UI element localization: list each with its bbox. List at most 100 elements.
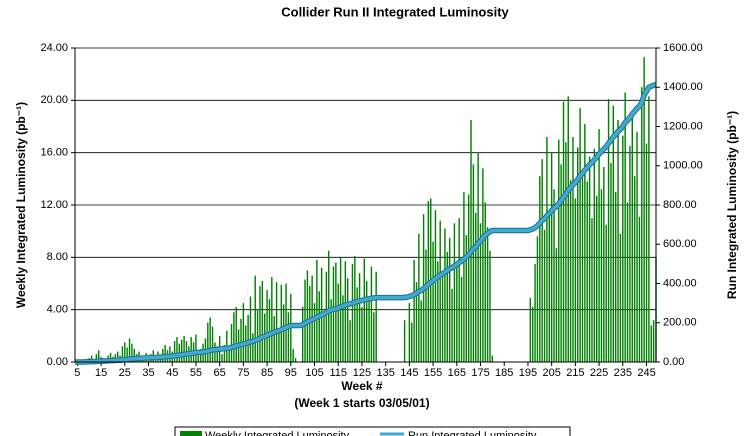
bar	[207, 322, 209, 362]
bar	[562, 101, 565, 363]
bar	[638, 216, 641, 362]
bar	[569, 180, 572, 362]
bar	[650, 325, 652, 362]
bar	[603, 167, 605, 362]
bar	[484, 202, 486, 362]
bar	[584, 123, 586, 362]
bar	[548, 210, 550, 362]
bar	[482, 168, 484, 362]
bar	[491, 355, 494, 362]
x-tick-label: 235	[614, 367, 632, 379]
bar	[337, 283, 339, 362]
bar	[323, 314, 325, 362]
bar	[444, 228, 446, 362]
x-tick-label: 45	[166, 367, 178, 379]
x-tick-label: 225	[590, 367, 608, 379]
bar	[648, 96, 650, 363]
y2-tick-label: 600.00	[663, 238, 697, 250]
legend-box	[174, 426, 571, 436]
x-tick-label: 145	[400, 367, 418, 379]
bar	[109, 352, 112, 362]
bar	[332, 266, 335, 362]
bar	[451, 288, 453, 362]
bar	[534, 263, 536, 362]
bar	[285, 283, 287, 362]
bar	[626, 202, 629, 362]
y-tick-label: 20.00	[40, 94, 68, 106]
x-tick-label: 195	[519, 367, 537, 379]
bar	[600, 189, 603, 362]
bar	[479, 223, 482, 362]
y2-tick-label: 200.00	[663, 317, 697, 329]
x-tick-label: 155	[424, 367, 442, 379]
bar	[294, 358, 297, 362]
bar	[216, 346, 218, 362]
x-tick-label: 175	[471, 367, 489, 379]
bar	[309, 286, 311, 362]
x-tick-label: 105	[305, 367, 323, 379]
y-axis-title: Weekly Integrated Luminosity (pb⁻¹)	[14, 102, 28, 308]
bar	[577, 147, 579, 362]
bar	[607, 99, 610, 363]
x-tick-label: 115	[329, 367, 347, 379]
y-tick-label: 16.00	[40, 147, 68, 159]
bar	[467, 194, 470, 362]
y2-tick-label: 0.00	[663, 356, 684, 368]
bar	[335, 262, 337, 362]
legend-label: Run Integrated Luminosity	[408, 430, 537, 436]
bar	[588, 156, 591, 362]
bar	[128, 338, 131, 362]
bar	[233, 312, 235, 362]
bar	[546, 136, 548, 362]
bar	[598, 129, 600, 362]
bar	[470, 119, 472, 362]
bar	[278, 327, 280, 362]
bar	[553, 189, 555, 362]
y-tick-label: 0.00	[47, 356, 68, 368]
x-tick-label: 245	[637, 367, 655, 379]
y-tick-label: 4.00	[47, 304, 68, 316]
x-tick-label: 215	[566, 367, 584, 379]
bar	[418, 233, 420, 362]
bar	[268, 299, 271, 362]
bar	[567, 96, 569, 363]
bar	[249, 296, 252, 362]
bar	[446, 252, 449, 362]
legend-label: Weekly Integrated Luminosity	[205, 430, 350, 436]
bar	[306, 270, 309, 362]
bar	[622, 135, 624, 362]
bar	[448, 237, 451, 362]
x-tick-label: 95	[285, 367, 297, 379]
bar	[489, 250, 491, 362]
bar	[273, 316, 275, 362]
bar	[593, 148, 596, 362]
bar	[197, 351, 200, 362]
bar	[531, 307, 534, 362]
bar	[344, 261, 347, 362]
x-tick-label: 85	[261, 367, 273, 379]
x-tick-label: 75	[237, 367, 249, 379]
bar	[266, 290, 268, 362]
bar	[280, 284, 283, 362]
bar	[328, 250, 330, 362]
bar	[572, 136, 574, 362]
bar	[543, 229, 546, 362]
bar	[370, 266, 373, 362]
bar	[124, 342, 126, 362]
bar	[330, 299, 332, 362]
x-tick-label: 5	[74, 367, 80, 379]
bar	[463, 191, 465, 362]
bar	[98, 350, 100, 362]
bar	[591, 218, 593, 362]
bar	[475, 212, 477, 362]
y2-tick-label: 800.00	[663, 199, 697, 211]
x-tick-label: 205	[542, 367, 560, 379]
bar	[458, 218, 460, 362]
bar	[624, 92, 626, 362]
bar	[439, 220, 441, 362]
y-tick-label: 8.00	[47, 251, 68, 263]
bar	[133, 348, 135, 362]
bar	[441, 271, 444, 362]
bar	[242, 303, 245, 362]
